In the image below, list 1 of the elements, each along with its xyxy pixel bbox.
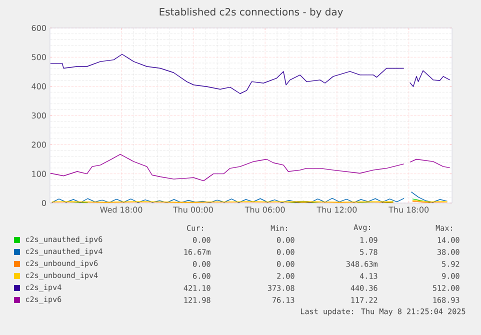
chart-title: Established c2s connections - by day	[160, 8, 343, 18]
